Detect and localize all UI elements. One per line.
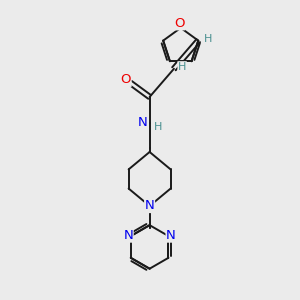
Text: H: H <box>154 122 162 132</box>
Text: N: N <box>166 229 176 242</box>
Text: N: N <box>138 116 147 129</box>
Text: N: N <box>145 200 154 212</box>
Text: N: N <box>123 229 133 242</box>
Text: H: H <box>204 34 212 44</box>
Text: H: H <box>178 62 186 72</box>
Text: O: O <box>121 73 131 86</box>
Text: O: O <box>174 17 185 30</box>
